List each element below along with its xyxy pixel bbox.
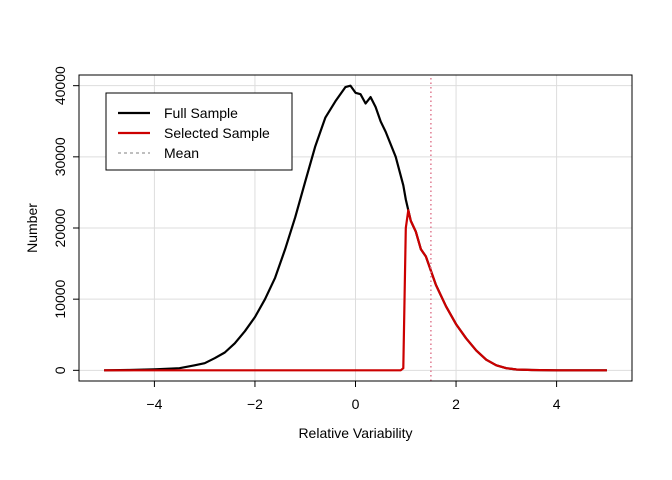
y-tick-label: 0 [52, 366, 68, 374]
y-tick-label: 40000 [52, 66, 68, 105]
x-tick-label: 0 [352, 396, 360, 412]
x-tick-label: −2 [247, 396, 263, 412]
x-axis-title: Relative Variability [298, 425, 412, 441]
legend: Full Sample Selected Sample Mean [105, 92, 293, 171]
legend-label: Selected Sample [164, 125, 270, 141]
series-line-selected-sample [104, 209, 607, 372]
x-tick-label: −4 [146, 396, 162, 412]
y-axis-title: Number [24, 203, 40, 253]
series-group [104, 75, 607, 381]
y-tick-label: 20000 [52, 208, 68, 247]
legend-box [105, 92, 293, 171]
y-tick-label: 30000 [52, 137, 68, 176]
x-tick-label: 4 [553, 396, 561, 412]
y-tick-label: 10000 [52, 279, 68, 318]
legend-label: Full Sample [164, 105, 238, 121]
axes: −4 −2 0 2 4 0 10000 20000 30000 40000 [52, 66, 561, 412]
legend-label: Mean [164, 145, 199, 161]
x-tick-label: 2 [452, 396, 460, 412]
